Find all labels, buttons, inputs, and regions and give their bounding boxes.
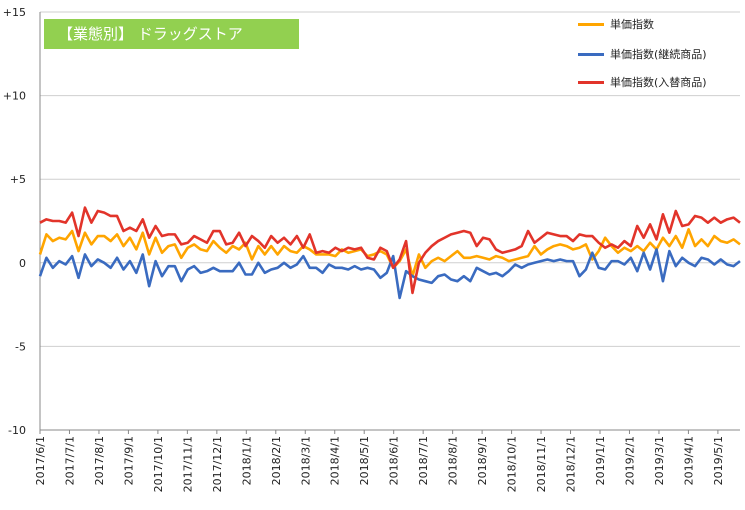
x-tick-label: 2018/9/1 — [476, 436, 489, 485]
series-line-1 — [38, 248, 741, 300]
x-tick-label: 2019/5/1 — [712, 436, 725, 485]
legend: 単価指数 単価指数(継続商品) 単価指数(入替商品) — [578, 16, 738, 96]
x-tick-label: 2017/8/1 — [93, 436, 106, 485]
chart-title: 【業態別】 ドラッグストア — [44, 19, 299, 49]
x-tick-label: 2017/12/1 — [211, 436, 224, 492]
x-tick-label: 2018/8/1 — [447, 436, 460, 485]
x-tick-label: 2017/7/1 — [63, 436, 76, 485]
x-tick-label: 2018/1/1 — [240, 436, 253, 485]
x-tick-label: 2019/1/1 — [594, 436, 607, 485]
y-tick-label: -10 — [8, 424, 26, 437]
x-tick-label: 2017/9/1 — [122, 436, 135, 485]
x-tick-label: 2018/12/1 — [565, 436, 578, 492]
x-tick-label: 2019/3/1 — [653, 436, 666, 485]
y-axis-ticks: +15 +10 +5 0 -5 -10 — [3, 6, 26, 437]
x-tick-label: 2018/4/1 — [329, 436, 342, 485]
legend-label-unit-price: 単価指数 — [610, 18, 654, 31]
y-tick-label: -5 — [15, 340, 26, 353]
series-lines — [38, 206, 741, 300]
legend-swatch-replaced — [578, 80, 604, 84]
x-tick-label: 2017/6/1 — [34, 436, 47, 485]
legend-swatch-continuing — [578, 52, 604, 56]
legend-label-replaced: 単価指数(入替商品) — [610, 76, 707, 89]
x-tick-label: 2019/2/1 — [623, 436, 636, 485]
x-tick-label: 2018/2/1 — [270, 436, 283, 485]
legend-item-unit-price: 単価指数 — [578, 16, 654, 32]
legend-item-replaced: 単価指数(入替商品) — [578, 74, 707, 90]
x-axis-ticks: 2017/6/1 2017/7/1 2017/8/1 2017/9/1 2017/10/… — [34, 430, 725, 492]
x-tick-label: 2018/6/1 — [388, 436, 401, 485]
legend-item-continuing: 単価指数(継続商品) — [578, 46, 707, 62]
y-tick-label: 0 — [19, 257, 26, 270]
x-tick-label: 2018/7/1 — [417, 436, 430, 485]
x-tick-label: 2018/10/1 — [506, 436, 519, 492]
y-tick-label: +10 — [3, 90, 26, 103]
x-tick-label: 2019/4/1 — [682, 436, 695, 485]
y-tick-label: +15 — [3, 6, 26, 19]
x-tick-label: 2018/11/1 — [535, 436, 548, 492]
legend-label-continuing: 単価指数(継続商品) — [610, 48, 707, 61]
legend-swatch-unit-price — [578, 22, 604, 26]
x-tick-label: 2018/5/1 — [358, 436, 371, 485]
x-tick-label: 2018/3/1 — [299, 436, 312, 485]
y-tick-label: +5 — [10, 173, 26, 186]
series-line-2 — [39, 206, 741, 295]
x-tick-label: 2017/10/1 — [152, 436, 165, 492]
x-tick-label: 2017/11/1 — [181, 436, 194, 492]
